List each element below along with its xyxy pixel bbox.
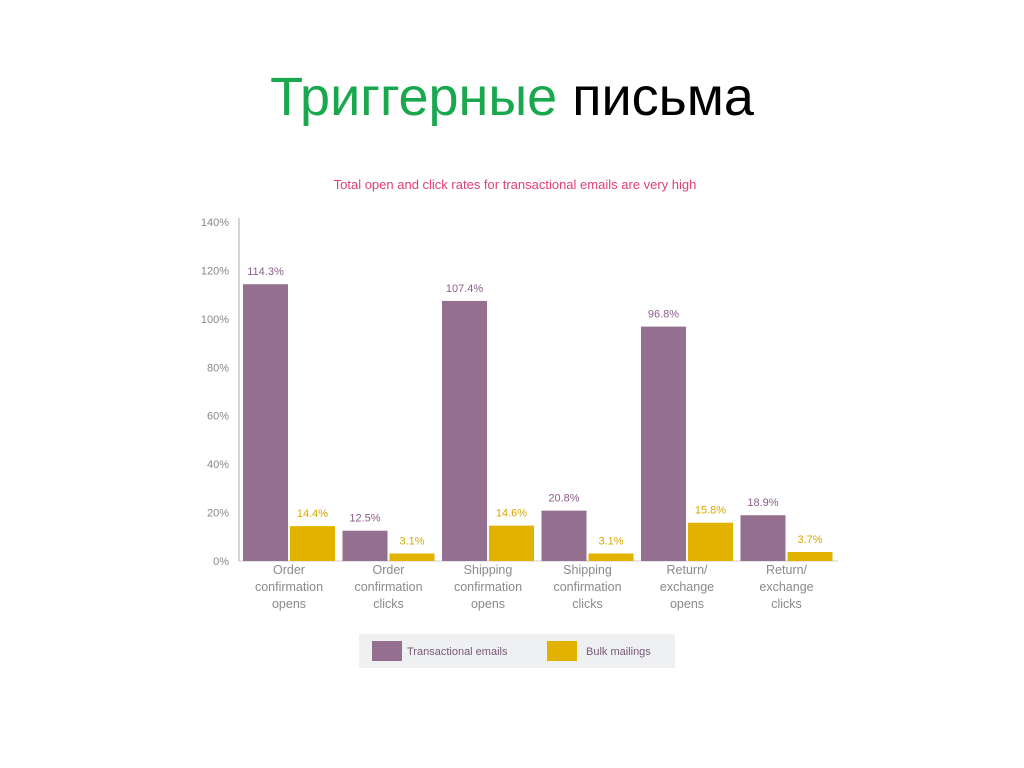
- category-label: Return/: [667, 563, 709, 577]
- legend-swatch-transactional: [372, 641, 402, 661]
- category-label: clicks: [373, 597, 404, 611]
- bar-transactional: [442, 300, 487, 561]
- data-label: 3.1%: [598, 535, 623, 547]
- category-label: Return/: [766, 563, 808, 577]
- category-label: Shipping: [563, 563, 612, 577]
- category-label: Shipping: [464, 563, 513, 577]
- bar-bulk: [389, 553, 435, 561]
- y-tick-label: 20%: [207, 508, 229, 520]
- bar-transactional: [641, 326, 686, 561]
- category-label: opens: [670, 597, 704, 611]
- y-tick-label: 100%: [201, 314, 229, 326]
- category-label: clicks: [572, 597, 603, 611]
- y-tick-label: 40%: [207, 459, 229, 471]
- y-tick-label: 120%: [201, 265, 229, 277]
- bar-transactional: [342, 530, 388, 561]
- slide-title-rest: письма: [572, 67, 754, 127]
- data-label: 3.7%: [797, 534, 822, 546]
- data-label: 18.9%: [747, 497, 778, 509]
- category-label: Order: [273, 563, 305, 577]
- y-tick-label: 0%: [213, 556, 229, 568]
- data-label: 3.1%: [399, 535, 424, 547]
- y-tick-label: 60%: [207, 411, 229, 423]
- bar-bulk: [588, 553, 634, 561]
- slide-title: Триггерные письма: [0, 62, 1024, 132]
- category-label: confirmation: [553, 580, 621, 594]
- category-label: clicks: [771, 597, 802, 611]
- y-tick-label: 140%: [201, 217, 229, 229]
- slide-title-accent: Триггерные: [270, 67, 558, 127]
- category-label: opens: [272, 597, 306, 611]
- legend-label: Transactional emails: [407, 646, 508, 658]
- bar-transactional: [740, 515, 786, 561]
- data-label: 114.3%: [247, 266, 284, 278]
- chart-title: Total open and click rates for transacti…: [334, 177, 697, 192]
- data-label: 107.4%: [446, 283, 484, 295]
- bar-transactional: [243, 284, 288, 561]
- bar-bulk: [290, 526, 335, 561]
- category-label: confirmation: [454, 580, 522, 594]
- bar-bulk: [688, 522, 733, 561]
- data-label: 96.8%: [648, 309, 679, 321]
- data-label: 12.5%: [349, 513, 380, 525]
- category-label: exchange: [759, 580, 813, 594]
- legend-box: [359, 634, 675, 668]
- bar-bulk: [489, 525, 534, 561]
- category-label: Order: [373, 563, 405, 577]
- category-label: opens: [471, 597, 505, 611]
- data-label: 15.8%: [695, 505, 726, 517]
- data-label: 14.6%: [496, 508, 527, 520]
- category-label: confirmation: [255, 580, 323, 594]
- legend-label: Bulk mailings: [586, 646, 651, 658]
- legend-swatch-bulk: [547, 641, 577, 661]
- bar-bulk: [787, 552, 833, 561]
- category-label: exchange: [660, 580, 714, 594]
- data-label: 20.8%: [548, 493, 579, 505]
- y-tick-label: 80%: [207, 362, 229, 374]
- data-label: 14.4%: [297, 508, 328, 520]
- category-label: confirmation: [354, 580, 422, 594]
- bar-transactional: [541, 510, 587, 561]
